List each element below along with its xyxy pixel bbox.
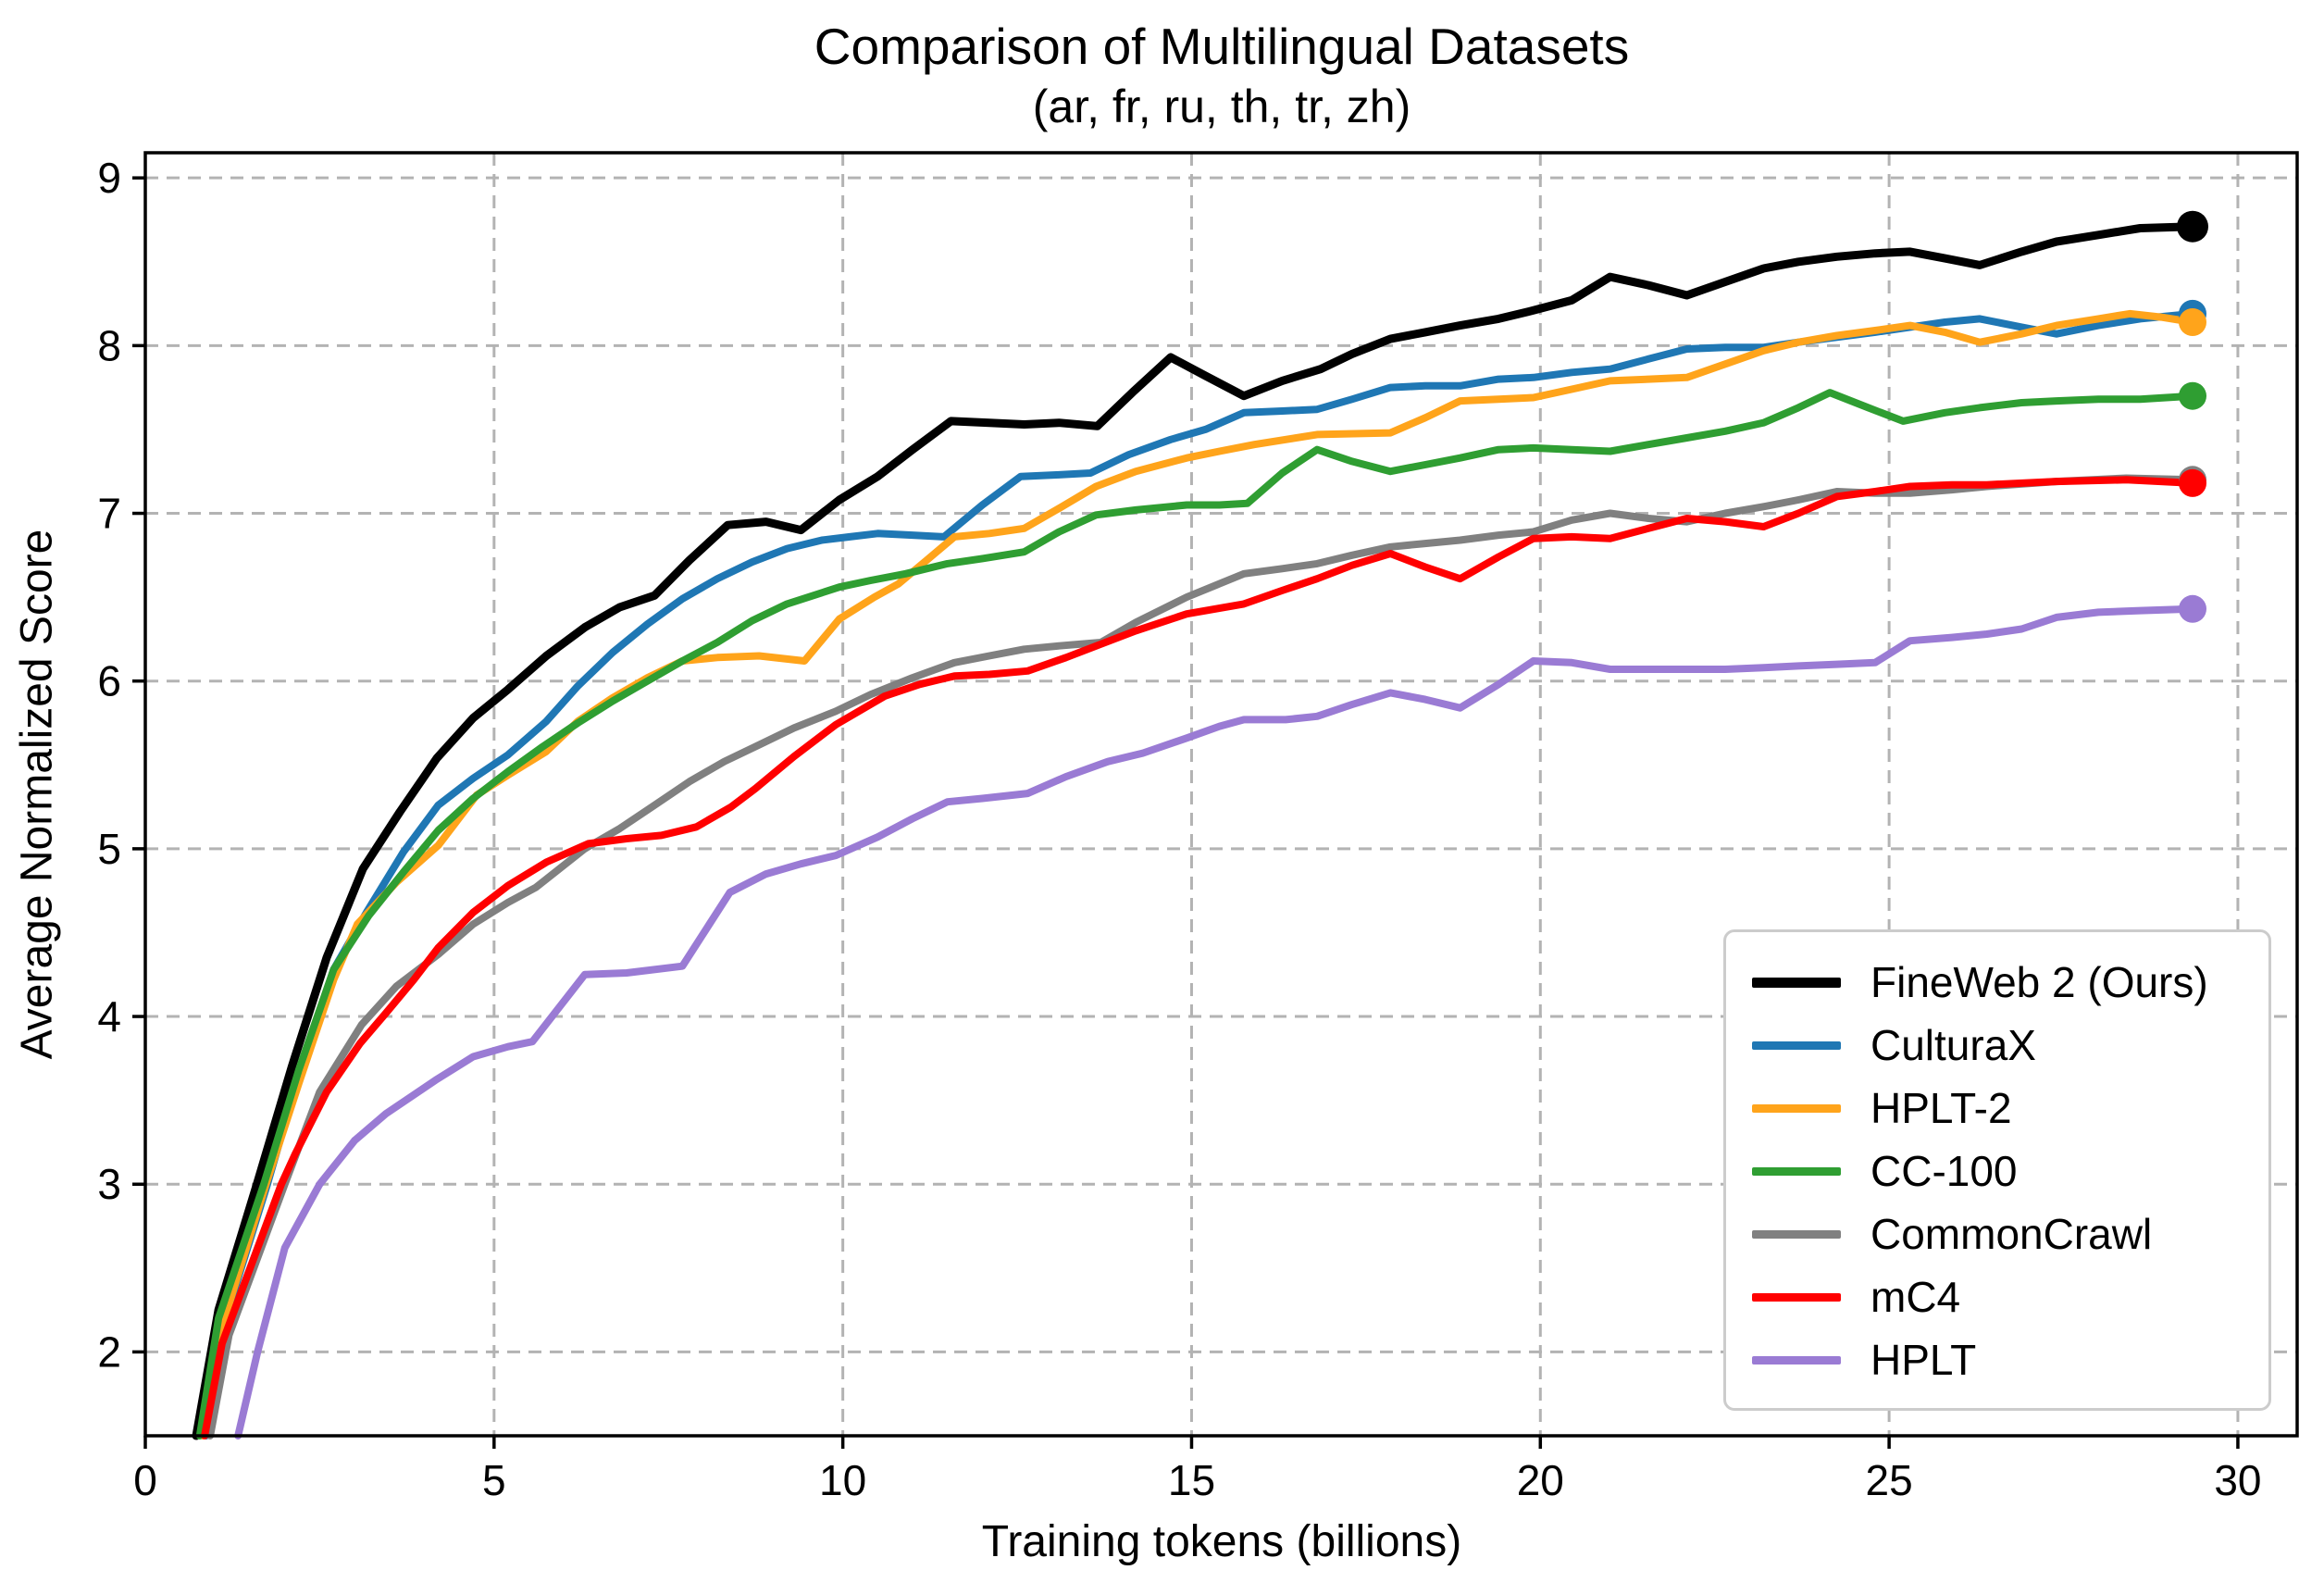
y-tick-label-4: 4 xyxy=(97,992,121,1040)
legend-swatch-hplt-2 xyxy=(1752,1103,1841,1113)
x-tick-label-5: 5 xyxy=(482,1456,506,1504)
series-endpoint-mc4 xyxy=(2179,468,2206,497)
legend-item-fineweb2: FineWeb 2 (Ours) xyxy=(1752,951,2268,1014)
legend-item-hplt-2: HPLT-2 xyxy=(1752,1077,2268,1140)
y-tick-label-2: 2 xyxy=(97,1327,121,1376)
x-tick-label-20: 20 xyxy=(1517,1456,1564,1504)
legend-label-cc-100: CC-100 xyxy=(1870,1147,2018,1195)
series-endpoint-hplt xyxy=(2179,594,2206,623)
y-axis-label: Average Normalized Score xyxy=(12,529,62,1060)
series-line-fineweb-2-ours- xyxy=(192,222,2197,1440)
y-tick-label-7: 7 xyxy=(97,490,121,538)
x-tick-label-30: 30 xyxy=(2214,1456,2261,1504)
legend-item-hplt: HPLT xyxy=(1752,1328,2268,1391)
series-endpoint-cc-100 xyxy=(2179,381,2206,410)
legend-item-culturax: CulturaX xyxy=(1752,1014,2268,1077)
legend-swatch-commoncrawl xyxy=(1752,1229,1841,1239)
legend-label-culturax: CulturaX xyxy=(1870,1021,2036,1069)
legend: FineWeb 2 (Ours) CulturaX HPLT-2 CC-100 … xyxy=(1723,929,2271,1411)
y-tick-label-3: 3 xyxy=(97,1160,121,1208)
x-tick-label-0: 0 xyxy=(133,1456,157,1504)
x-tick-label-25: 25 xyxy=(1866,1456,1913,1504)
x-tick-label-15: 15 xyxy=(1168,1456,1215,1504)
legend-label-hplt: HPLT xyxy=(1870,1336,1977,1384)
legend-label-mc4: mC4 xyxy=(1870,1273,1961,1321)
series-endpoint-fineweb-2-ours- xyxy=(2177,210,2208,243)
y-tick-label-9: 9 xyxy=(97,154,121,202)
chart-title: Comparison of Multilingual Datasets xyxy=(814,18,1630,75)
y-tick-label-6: 6 xyxy=(97,657,121,705)
legend-label-hplt-2: HPLT-2 xyxy=(1870,1084,2012,1132)
axes-border xyxy=(143,151,2299,1438)
series-line-commoncrawl xyxy=(206,474,2196,1439)
legend-label-commoncrawl: CommonCrawl xyxy=(1870,1210,2153,1258)
series-endpoint-hplt-2 xyxy=(2179,308,2206,336)
x-axis-label: Training tokens (billions) xyxy=(981,1517,1462,1566)
legend-swatch-hplt xyxy=(1752,1355,1841,1364)
legend-item-mc4: mC4 xyxy=(1752,1265,2268,1328)
legend-label-fineweb2: FineWeb 2 (Ours) xyxy=(1870,958,2208,1006)
series-line-mc4 xyxy=(201,476,2196,1439)
series-line-cc-100 xyxy=(195,389,2196,1439)
legend-item-cc-100: CC-100 xyxy=(1752,1140,2268,1202)
legend-swatch-cc-100 xyxy=(1752,1166,1841,1176)
legend-swatch-culturax xyxy=(1752,1040,1841,1050)
chart-subtitle: (ar, fr, ru, th, tr, zh) xyxy=(1032,81,1411,132)
legend-swatch-fineweb2 xyxy=(1752,977,1841,988)
legend-item-commoncrawl: CommonCrawl xyxy=(1752,1202,2268,1265)
y-tick-label-8: 8 xyxy=(97,321,121,369)
y-tick-label-5: 5 xyxy=(97,825,121,873)
x-tick-label-10: 10 xyxy=(819,1456,866,1504)
legend-swatch-mc4 xyxy=(1752,1292,1841,1302)
series-line-hplt xyxy=(234,604,2196,1439)
